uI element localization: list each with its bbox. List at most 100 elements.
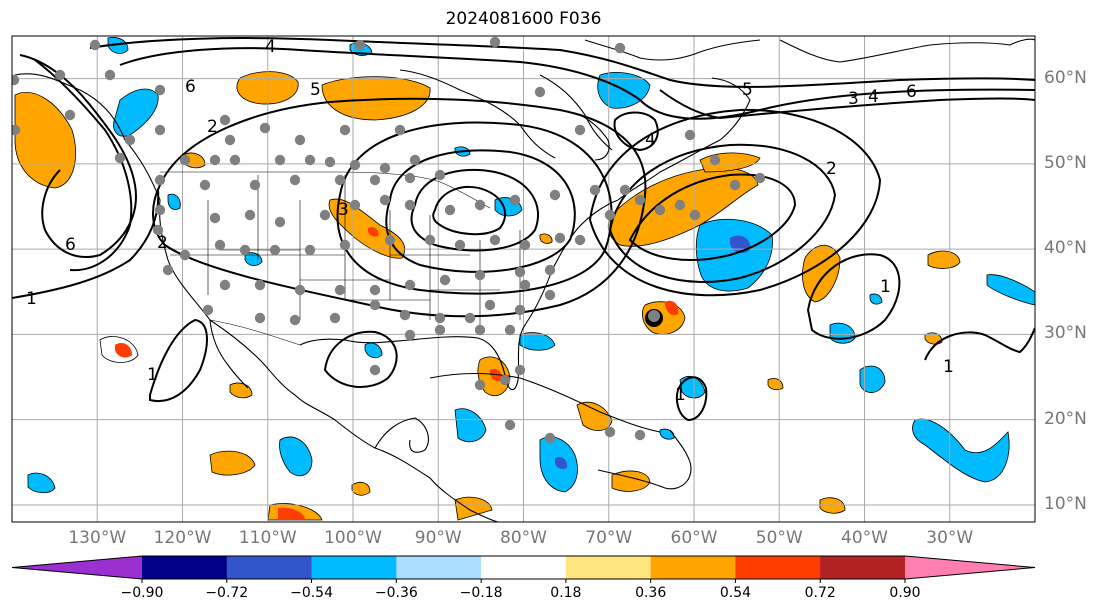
station-dot bbox=[259, 122, 271, 134]
hurricane-marker-inner bbox=[648, 310, 660, 322]
latitude-label: 40°N bbox=[1044, 238, 1087, 259]
station-dot bbox=[379, 194, 391, 206]
station-dot bbox=[349, 159, 361, 171]
station-dot bbox=[504, 419, 516, 431]
station-dot bbox=[274, 154, 286, 166]
station-dot bbox=[514, 364, 526, 376]
contour-labels: 1 1 1 1 1 2 2 2 3 3 4 4 4 5 5 6 6 6 bbox=[26, 37, 954, 405]
station-dot bbox=[202, 304, 214, 316]
colorbar-tick-label: −0.18 bbox=[459, 585, 503, 601]
station-dot bbox=[209, 212, 221, 224]
colorbar-segment bbox=[142, 556, 228, 579]
station-dot bbox=[574, 234, 586, 246]
station-dot bbox=[349, 199, 361, 211]
longitude-label: 110°W bbox=[238, 528, 297, 548]
station-dot bbox=[274, 216, 286, 228]
station-dot bbox=[152, 224, 164, 236]
station-dot bbox=[219, 279, 231, 291]
station-dot bbox=[709, 154, 721, 166]
contour-label: 4 bbox=[868, 87, 879, 107]
station-dot bbox=[179, 249, 191, 261]
longitude-label: 100°W bbox=[324, 528, 382, 548]
contour-label: 6 bbox=[185, 77, 196, 97]
station-dot bbox=[404, 199, 416, 211]
station-dot bbox=[249, 179, 261, 191]
contour-label: 1 bbox=[675, 385, 686, 405]
colorbar-tick-label: 0.36 bbox=[635, 585, 667, 601]
longitude-label: 130°W bbox=[68, 528, 127, 548]
station-dot bbox=[444, 204, 456, 216]
station-dot bbox=[324, 156, 336, 168]
longitude-label: 30°W bbox=[926, 528, 974, 548]
station-dot bbox=[654, 204, 666, 216]
station-dot bbox=[674, 199, 686, 211]
station-dot bbox=[394, 124, 406, 136]
station-dot bbox=[514, 266, 526, 278]
station-dot bbox=[369, 284, 381, 296]
latitude-label: 30°N bbox=[1044, 323, 1087, 344]
station-dot bbox=[399, 309, 411, 321]
station-dot bbox=[604, 209, 616, 221]
station-dot bbox=[219, 114, 231, 126]
coastlines bbox=[14, 38, 1035, 522]
contours bbox=[12, 37, 1035, 422]
station-dot bbox=[12, 74, 20, 86]
station-dot bbox=[634, 194, 646, 206]
station-dot bbox=[729, 179, 741, 191]
station-dot bbox=[504, 324, 516, 336]
station-markers bbox=[12, 36, 766, 444]
contour-label: 4 bbox=[265, 37, 276, 57]
station-dot bbox=[519, 279, 531, 291]
colorbar-segment bbox=[311, 556, 397, 579]
station-dot bbox=[514, 304, 526, 316]
station-dot bbox=[689, 209, 701, 221]
station-dot bbox=[424, 234, 436, 246]
colorbar-segment bbox=[650, 556, 736, 579]
colorbar-tick-label: 0.18 bbox=[550, 585, 582, 601]
station-dot bbox=[89, 39, 101, 51]
station-dot bbox=[339, 239, 351, 251]
station-dot bbox=[384, 234, 396, 246]
contour-label: 3 bbox=[338, 200, 349, 220]
station-dot bbox=[519, 239, 531, 251]
longitude-label: 40°W bbox=[841, 528, 888, 548]
colorbar-tick-label: −0.36 bbox=[374, 585, 418, 601]
station-dot bbox=[684, 129, 696, 141]
station-dot bbox=[634, 429, 646, 441]
station-dot bbox=[619, 184, 631, 196]
station-dot bbox=[339, 124, 351, 136]
station-dot bbox=[544, 264, 556, 276]
contour-label: 2 bbox=[157, 233, 168, 253]
longitude-label: 120°W bbox=[153, 528, 212, 548]
longitude-label: 80°W bbox=[500, 528, 547, 548]
station-dot bbox=[544, 432, 556, 444]
station-dot bbox=[289, 174, 301, 186]
station-dot bbox=[214, 239, 226, 251]
station-dot bbox=[474, 269, 486, 281]
station-dot bbox=[474, 379, 486, 391]
station-dot bbox=[754, 172, 766, 184]
map-frame bbox=[11, 35, 1036, 523]
contour-label: 6 bbox=[65, 235, 76, 255]
station-dot bbox=[549, 189, 561, 201]
station-dot bbox=[319, 209, 331, 221]
station-dot bbox=[489, 234, 501, 246]
colorbar bbox=[11, 555, 1036, 583]
station-dot bbox=[434, 169, 446, 181]
colorbar-extend-high bbox=[905, 556, 1035, 579]
colorbar-tick-label: −0.54 bbox=[290, 585, 333, 601]
station-dot bbox=[334, 284, 346, 296]
station-dot bbox=[64, 109, 76, 121]
station-dot bbox=[179, 154, 191, 166]
latitude-label: 60°N bbox=[1044, 67, 1087, 88]
contour-label: 1 bbox=[880, 277, 891, 297]
station-dot bbox=[534, 86, 546, 98]
colorbar-tick-label: 0.72 bbox=[804, 585, 836, 601]
station-dot bbox=[369, 299, 381, 311]
station-dot bbox=[229, 154, 241, 166]
colorbar-tick-label: −0.90 bbox=[120, 585, 164, 601]
station-dot bbox=[209, 154, 221, 166]
station-dot bbox=[329, 312, 341, 324]
station-dot bbox=[12, 124, 21, 136]
